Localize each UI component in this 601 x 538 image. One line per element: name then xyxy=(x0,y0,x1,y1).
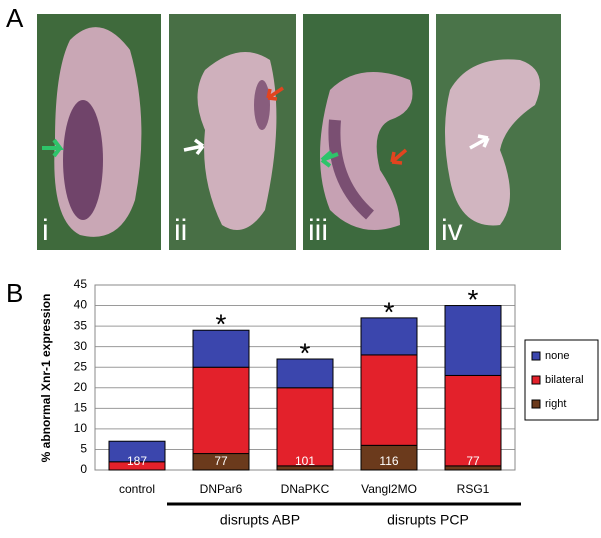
legend-swatch xyxy=(531,351,541,361)
x-tick-label: DNPar6 xyxy=(200,482,243,496)
x-tick-label: DNaPKC xyxy=(281,482,330,496)
bar-segment xyxy=(192,366,250,455)
y-tick-label: 30 xyxy=(74,339,88,353)
legend-swatch xyxy=(531,375,541,385)
legend-label: bilateral xyxy=(545,374,584,386)
bar-segment xyxy=(444,305,502,376)
significance-mark: * xyxy=(216,309,227,340)
photo-panel: iii xyxy=(303,14,429,250)
photo-label: iv xyxy=(441,214,463,247)
bar-segment xyxy=(444,374,502,467)
panel-label: A xyxy=(6,3,24,33)
legend-swatch xyxy=(531,399,541,409)
n-label: 187 xyxy=(127,454,147,468)
bar-segment xyxy=(108,440,166,463)
y-tick-label: 45 xyxy=(74,277,88,291)
bar-segment xyxy=(276,358,334,389)
photo-label: iii xyxy=(308,214,328,247)
significance-mark: * xyxy=(300,337,311,368)
y-tick-label: 5 xyxy=(80,442,87,456)
panel-label: B xyxy=(6,278,23,308)
y-tick-label: 10 xyxy=(74,421,88,435)
bar-segment xyxy=(360,354,418,446)
y-tick-label: 20 xyxy=(74,380,88,394)
photo-label: i xyxy=(42,214,49,247)
significance-mark: * xyxy=(384,296,395,327)
group-label: disrupts PCP xyxy=(387,512,469,528)
photo-panel: i xyxy=(37,14,161,250)
y-tick-label: 25 xyxy=(74,359,88,373)
n-label: 77 xyxy=(214,454,228,468)
bar-segment xyxy=(360,317,418,356)
significance-mark: * xyxy=(468,284,479,315)
x-tick-label: Vangl2MO xyxy=(361,482,417,496)
x-tick-label: RSG1 xyxy=(457,482,490,496)
y-tick-label: 0 xyxy=(80,462,87,476)
photo-panel: ii xyxy=(169,14,296,250)
n-label: 101 xyxy=(295,454,315,468)
y-axis-title: % abnormal Xnr-1 expression xyxy=(39,294,53,463)
n-label: 116 xyxy=(379,454,398,468)
group-label: disrupts ABP xyxy=(220,512,300,528)
legend-label: none xyxy=(545,350,569,362)
photo-label: ii xyxy=(174,214,187,247)
y-tick-label: 15 xyxy=(74,401,88,415)
legend-label: right xyxy=(545,398,566,410)
n-label: 77 xyxy=(466,454,480,468)
bar-segment xyxy=(192,329,250,368)
y-tick-label: 35 xyxy=(74,318,88,332)
x-tick-label: control xyxy=(119,482,155,496)
photo-panel: iv xyxy=(436,14,561,250)
y-tick-label: 40 xyxy=(74,298,88,312)
